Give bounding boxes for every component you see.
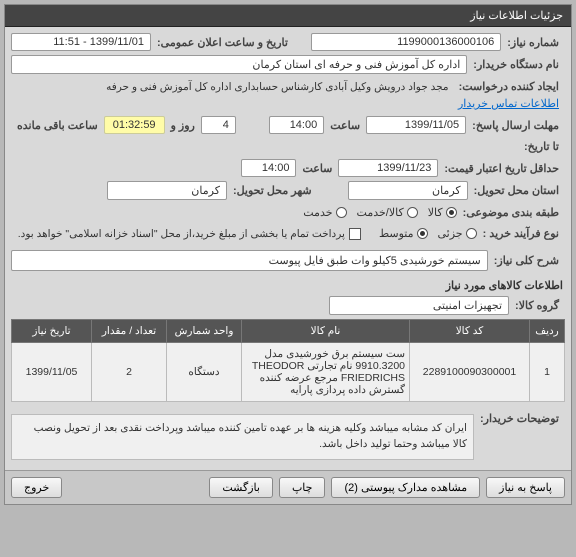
- goods-group-value: تجهیزات امنیتی: [329, 296, 509, 315]
- partial-pay-checkbox[interactable]: [349, 228, 361, 240]
- remain-label: ساعت باقی مانده: [11, 117, 104, 134]
- deadline-time: 14:00: [269, 116, 324, 134]
- need-no-label: شماره نیاز:: [501, 34, 565, 51]
- deliver-city-label: شهر محل تحویل:: [227, 182, 318, 199]
- creator-value: مجد جواد درویش وکیل آبادی کارشناس حسابدا…: [102, 79, 452, 95]
- time-label-1: ساعت: [324, 117, 366, 134]
- deadline-date: 1399/11/05: [366, 116, 466, 134]
- th-name: نام کالا: [242, 320, 410, 343]
- radio-dot-icon: [336, 207, 347, 218]
- th-unit: واحد شمارش: [167, 320, 242, 343]
- announce-label: تاریخ و ساعت اعلان عمومی:: [151, 34, 294, 51]
- desc-label: شرح کلی نیاز:: [488, 252, 565, 269]
- attachments-button[interactable]: مشاهده مدارک پیوستی (2): [331, 477, 480, 498]
- table-row: 1 2289100090300001 ست سیستم برق خورشیدی …: [12, 343, 565, 402]
- buyer-org-label: نام دستگاه خریدار:: [467, 56, 565, 73]
- radio-goods-service[interactable]: کالا/خدمت: [357, 206, 418, 219]
- panel-title: جزئیات اطلاعات نیاز: [5, 5, 571, 27]
- reply-button[interactable]: پاسخ به نیاز: [486, 477, 565, 498]
- to-date-label: تا تاریخ:: [475, 138, 565, 155]
- deliver-prov-value: کرمان: [348, 181, 468, 200]
- radio-dot-icon: [417, 228, 428, 239]
- radio-dot-icon: [466, 228, 477, 239]
- deadline-label: مهلت ارسال پاسخ:: [466, 117, 565, 134]
- cell-unit: دستگاه: [167, 343, 242, 402]
- buyer-notes-label: توضیحات خریدار:: [474, 410, 565, 427]
- radio-dot-icon: [407, 207, 418, 218]
- announce-value: 1399/11/01 - 11:51: [11, 33, 151, 51]
- items-table: ردیف کد کالا نام کالا واحد شمارش تعداد /…: [11, 319, 565, 402]
- days-label: روز و: [165, 117, 201, 134]
- cell-code: 2289100090300001: [410, 343, 530, 402]
- budget-cls-label: طبقه بندی موضوعی:: [457, 204, 565, 221]
- button-bar: پاسخ به نیاز مشاهده مدارک پیوستی (2) چاپ…: [5, 470, 571, 504]
- desc-value: سیستم خورشیدی 5کیلو وات طبق فایل پیوست: [11, 250, 488, 271]
- back-button[interactable]: بازگشت: [209, 477, 273, 498]
- table-header-row: ردیف کد کالا نام کالا واحد شمارش تعداد /…: [12, 320, 565, 343]
- cell-date: 1399/11/05: [12, 343, 92, 402]
- deliver-city-value: کرمان: [107, 181, 227, 200]
- proc-type-label: نوع فرآیند خرید :: [477, 225, 565, 242]
- cell-name: ست سیستم برق خورشیدی مدل 9910.3200 نام ت…: [242, 343, 410, 402]
- budget-radio-group: کالا کالا/خدمت خدمت: [303, 206, 456, 219]
- exit-button[interactable]: خروج: [11, 477, 62, 498]
- valid-until-label: حداقل تاریخ اعتبار قیمت:: [438, 160, 565, 177]
- valid-until-time: 14:00: [241, 159, 296, 177]
- time-label-2: ساعت: [296, 160, 338, 177]
- buyer-contact-link[interactable]: اطلاعات تماس خریدار: [452, 95, 565, 112]
- radio-goods[interactable]: کالا: [428, 206, 457, 219]
- need-details-panel: جزئیات اطلاعات نیاز شماره نیاز: 11990001…: [4, 4, 572, 505]
- cell-qty: 2: [92, 343, 167, 402]
- th-code: کد کالا: [410, 320, 530, 343]
- radio-proc-mid[interactable]: متوسط: [379, 227, 428, 240]
- deliver-prov-label: استان محل تحویل:: [468, 182, 565, 199]
- print-button[interactable]: چاپ: [279, 477, 326, 498]
- radio-dot-icon: [446, 207, 457, 218]
- need-no-value: 1199000136000106: [311, 33, 501, 51]
- goods-group-label: گروه کالا:: [509, 297, 565, 314]
- partial-pay-label: پرداخت تمام یا بخشی از مبلغ خرید،از محل …: [14, 226, 349, 242]
- radio-service[interactable]: خدمت: [303, 206, 346, 219]
- items-section-title: اطلاعات کالاهای مورد نیاز: [11, 275, 565, 296]
- proc-radio-group: جزئی متوسط: [379, 227, 477, 240]
- creator-label: ایجاد کننده درخواست:: [453, 78, 565, 95]
- cell-idx: 1: [530, 343, 565, 402]
- valid-until-date: 1399/11/23: [338, 159, 438, 177]
- buyer-org-value: اداره کل آموزش فنی و حرفه ای استان کرمان: [11, 55, 467, 74]
- countdown-timer: 01:32:59: [104, 116, 165, 134]
- th-qty: تعداد / مقدار: [92, 320, 167, 343]
- radio-proc-low[interactable]: جزئی: [438, 227, 477, 240]
- th-idx: ردیف: [530, 320, 565, 343]
- days-remain: 4: [201, 116, 236, 134]
- th-date: تاریخ نیاز: [12, 320, 92, 343]
- buyer-notes-value: ایران کد مشابه میباشد وکلیه هزینه ها بر …: [11, 414, 474, 460]
